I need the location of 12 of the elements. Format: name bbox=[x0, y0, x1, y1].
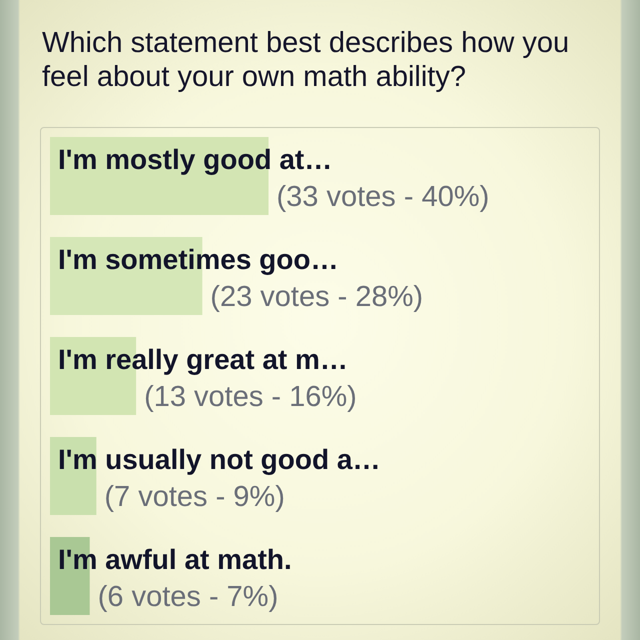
y-tick-label: I'm awful at math. bbox=[58, 544, 292, 575]
data-label: (6 votes - 7%) bbox=[98, 581, 278, 613]
y-tick-label: I'm really great at m… bbox=[58, 344, 348, 375]
data-label: (13 votes - 16%) bbox=[144, 381, 357, 413]
data-label: (7 votes - 9%) bbox=[104, 481, 285, 513]
chart-title: Which statement best describes how you feel about your own math ability? bbox=[42, 26, 570, 94]
data-label: (33 votes - 40%) bbox=[276, 181, 490, 213]
y-tick-label: I'm usually not good a… bbox=[58, 444, 380, 475]
bar bbox=[50, 437, 96, 515]
data-label: (23 votes - 28%) bbox=[210, 281, 424, 313]
y-tick-label: I'm mostly good at… bbox=[58, 144, 332, 175]
y-tick-label: I'm sometimes goo… bbox=[58, 244, 338, 275]
